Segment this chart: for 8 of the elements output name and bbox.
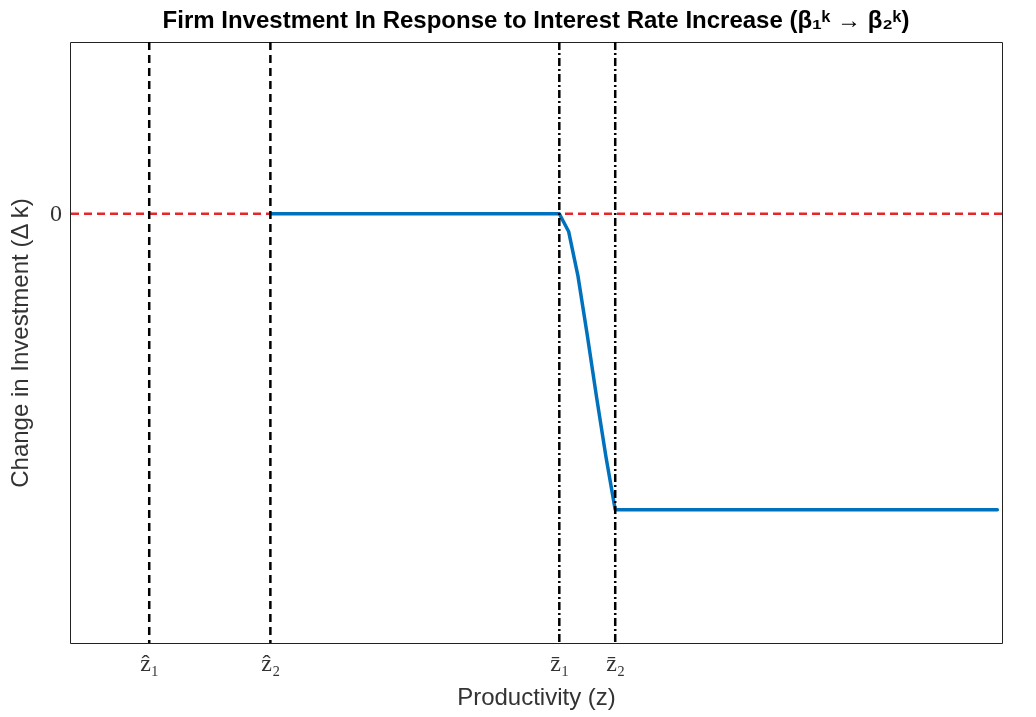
y-axis-title: Change in Investment (Δ k) (5, 198, 33, 488)
x-tick-label: ẑ₁ (140, 649, 160, 676)
ref-line-label: 0 (50, 199, 62, 226)
x-tick-label: ẑ₂ (261, 649, 281, 676)
x-axis-title: Productivity (z) (457, 682, 616, 710)
x-tick-label: z̄₁ (550, 649, 570, 676)
chart-title: Firm Investment In Response to Interest Rate Increase (β₁ᵏ → β₂ᵏ) (162, 5, 910, 33)
x-tick-label: z̄₂ (606, 649, 626, 676)
